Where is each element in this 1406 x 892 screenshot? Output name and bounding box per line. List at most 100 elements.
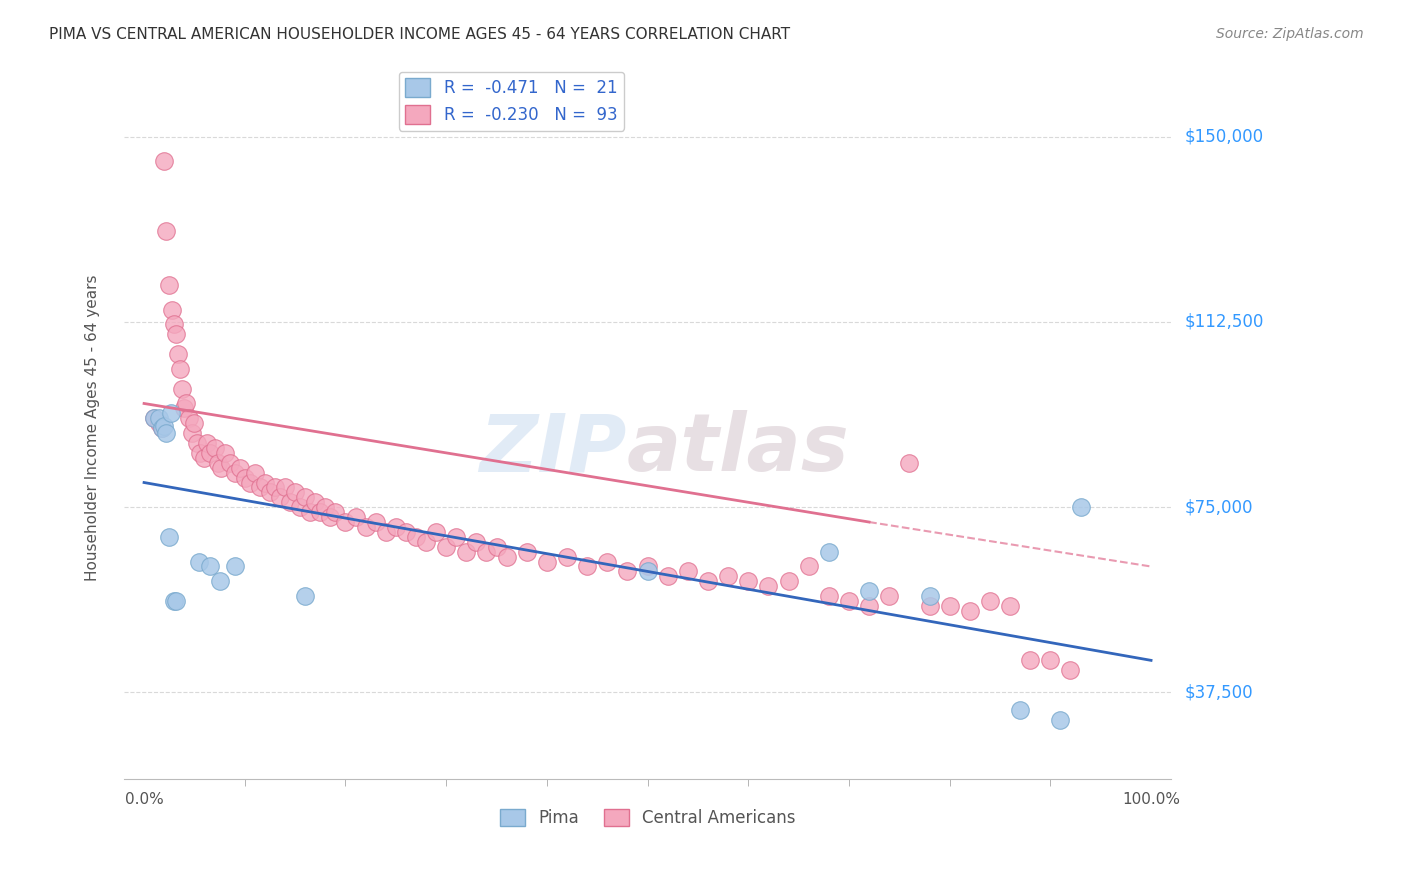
Point [444,530,467,544]
Point [1039,653,1062,667]
Point [319,510,342,524]
Point [167,347,190,361]
Point [197,436,219,450]
Point [465,534,488,549]
Point [918,599,941,613]
Point [309,505,332,519]
Point [259,485,281,500]
Point [485,540,508,554]
Point [179,411,201,425]
Point [169,362,191,376]
Point [193,450,215,465]
Point [335,515,357,529]
Point [555,549,578,564]
Point [495,549,517,564]
Point [657,569,679,583]
Point [183,416,205,430]
Point [243,466,266,480]
Point [717,569,740,583]
Point [190,446,212,460]
Point [797,559,820,574]
Point [269,491,291,505]
Text: $75,000: $75,000 [1185,499,1254,516]
Point [817,589,839,603]
Y-axis label: Householder Income Ages 45 - 64 years: Householder Income Ages 45 - 64 years [86,275,100,582]
Point [395,524,418,539]
Point [758,579,780,593]
Point [1070,500,1092,515]
Text: $37,500: $37,500 [1185,683,1254,701]
Point [249,480,271,494]
Point [148,416,170,430]
Point [434,540,457,554]
Text: ZIP: ZIP [479,410,627,488]
Point [737,574,759,589]
Point [157,530,180,544]
Point [143,411,166,425]
Point [224,559,246,574]
Point [160,406,183,420]
Legend: Pima, Central Americans: Pima, Central Americans [494,802,803,834]
Point [288,500,311,515]
Point [214,446,236,460]
Point [425,524,447,539]
Point [998,599,1021,613]
Point [188,555,211,569]
Text: $112,500: $112,500 [1185,313,1264,331]
Point [817,544,839,558]
Point [858,599,880,613]
Point [150,421,173,435]
Point [208,574,231,589]
Point [207,456,229,470]
Point [163,594,186,608]
Point [778,574,800,589]
Point [228,460,250,475]
Text: Source: ZipAtlas.com: Source: ZipAtlas.com [1216,27,1364,41]
Point [596,555,619,569]
Point [385,520,408,534]
Point [294,589,316,603]
Point [153,418,176,433]
Point [516,544,538,558]
Point [637,559,659,574]
Point [204,441,226,455]
Text: $150,000: $150,000 [1185,128,1264,145]
Point [918,589,941,603]
Text: PIMA VS CENTRAL AMERICAN HOUSEHOLDER INCOME AGES 45 - 64 YEARS CORRELATION CHART: PIMA VS CENTRAL AMERICAN HOUSEHOLDER INC… [49,27,790,42]
Point [877,589,900,603]
Point [637,565,659,579]
Point [209,460,232,475]
Point [186,436,208,450]
Point [475,544,498,558]
Point [344,510,367,524]
Point [181,426,204,441]
Point [325,505,347,519]
Point [1010,703,1032,717]
Point [536,555,558,569]
Point [278,495,301,509]
Point [218,456,240,470]
Point [155,223,177,237]
Point [173,401,195,416]
Point [274,480,297,494]
Point [314,500,336,515]
Point [364,515,387,529]
Point [165,327,187,342]
Point [294,491,316,505]
Point [456,544,478,558]
Point [155,426,177,441]
Point [163,318,186,332]
Point [374,524,396,539]
Point [354,520,377,534]
Point [150,421,173,435]
Point [176,396,198,410]
Point [233,470,256,484]
Point [405,530,427,544]
Point [697,574,720,589]
Point [172,382,194,396]
Point [264,480,287,494]
Point [858,584,880,599]
Point [1019,653,1042,667]
Point [838,594,860,608]
Point [153,154,176,169]
